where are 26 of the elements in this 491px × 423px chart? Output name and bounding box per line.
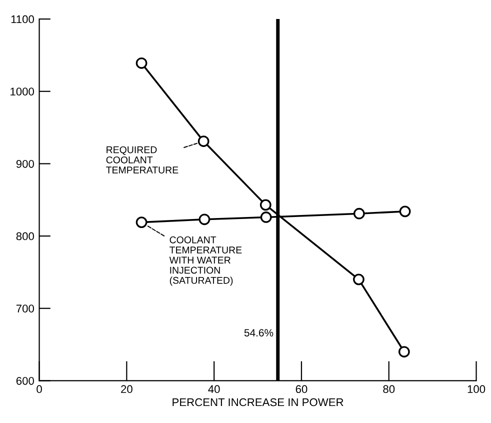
y-tick-label: 600 <box>16 376 34 385</box>
y-tick-label: 700 <box>16 304 34 312</box>
point <box>136 57 148 69</box>
x-tick-label: 100 <box>468 385 486 394</box>
point <box>260 212 272 223</box>
x-tick-label: 20 <box>121 385 132 394</box>
x-tick-label: 80 <box>383 385 395 394</box>
point <box>136 216 148 228</box>
point <box>353 274 364 286</box>
x-axis-title: PERCENT INCREASE IN POWER <box>172 398 344 406</box>
x-tick-label: 40 <box>208 385 220 394</box>
point <box>260 199 272 211</box>
ref-line-label: 54.6% <box>244 329 274 336</box>
y-tick-label: 900 <box>16 160 34 168</box>
text: REQUIRED COOLANT TEMPERATURE <box>106 146 178 174</box>
y-tick-label: 1100 <box>11 15 34 24</box>
point <box>198 136 210 147</box>
series-label: COOLANT TEMPERATURE WITH WATER INJECTION (SATURATED) <box>169 236 242 286</box>
y-tick-label: 1000 <box>10 88 34 96</box>
point <box>353 208 365 220</box>
y-tick-label: 800 <box>16 232 34 240</box>
x-tick-label: 0 <box>36 385 42 394</box>
point <box>198 214 210 226</box>
point <box>399 206 411 218</box>
x-tick-label: 60 <box>296 385 308 394</box>
point <box>398 346 410 358</box>
